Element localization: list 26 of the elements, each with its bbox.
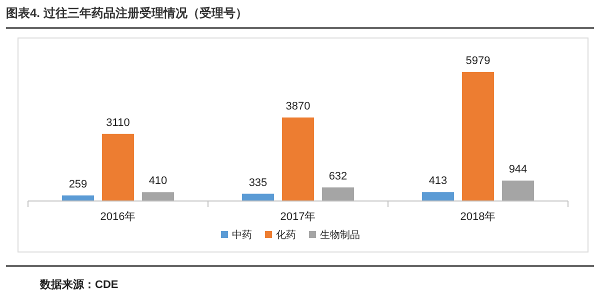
bar [322, 187, 354, 201]
x-tick-label: 2017年 [280, 211, 316, 223]
x-tick-label: 2018年 [460, 211, 496, 223]
bar [462, 72, 494, 201]
data-label: 410 [148, 175, 168, 188]
data-label: 632 [328, 170, 348, 182]
bar [62, 195, 94, 201]
legend-label: 生物制品 [320, 229, 360, 241]
source-note: 数据来源：CDE [39, 278, 118, 291]
bar [422, 192, 454, 201]
x-tick-label: 2016年 [100, 211, 136, 223]
bar [142, 192, 174, 201]
legend-label: 中药 [232, 229, 252, 241]
data-label: 5979 [466, 55, 490, 67]
data-label: 3870 [286, 100, 310, 113]
chart-title: 图表4. 过往三年药品注册受理情况（受理号） [6, 6, 248, 20]
data-label: 259 [68, 178, 88, 190]
data-label: 3110 [106, 116, 130, 129]
bar [502, 180, 534, 201]
legend-label: 化药 [276, 229, 296, 241]
data-label: 944 [508, 164, 528, 176]
data-label: 413 [428, 175, 448, 188]
bar [242, 194, 274, 201]
bar [102, 134, 134, 201]
bar [282, 118, 314, 201]
data-label: 335 [248, 176, 268, 189]
